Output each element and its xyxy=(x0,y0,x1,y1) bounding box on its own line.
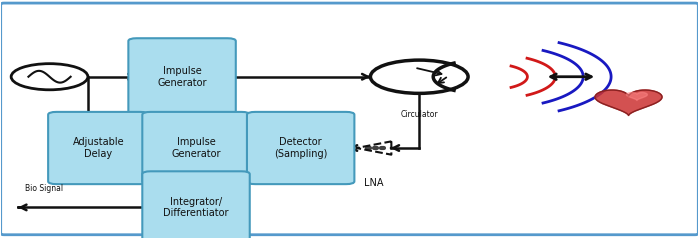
Text: Impulse
Generator: Impulse Generator xyxy=(171,137,221,159)
FancyBboxPatch shape xyxy=(48,112,149,184)
Text: Impulse
Generator: Impulse Generator xyxy=(157,66,207,87)
FancyBboxPatch shape xyxy=(247,112,354,184)
Circle shape xyxy=(11,64,88,90)
FancyBboxPatch shape xyxy=(143,171,250,239)
Text: Adjustable
Delay: Adjustable Delay xyxy=(73,137,124,159)
Text: Detector
(Sampling): Detector (Sampling) xyxy=(274,137,327,159)
FancyBboxPatch shape xyxy=(1,3,698,235)
Text: Bio Signal: Bio Signal xyxy=(25,184,63,193)
Circle shape xyxy=(370,60,468,93)
FancyBboxPatch shape xyxy=(129,38,236,115)
Polygon shape xyxy=(595,90,662,115)
Polygon shape xyxy=(626,92,647,100)
FancyBboxPatch shape xyxy=(143,112,250,184)
Text: LNA: LNA xyxy=(364,179,384,188)
Text: Circulator: Circulator xyxy=(401,110,438,119)
Text: Integrator/
Differentiator: Integrator/ Differentiator xyxy=(164,197,229,218)
